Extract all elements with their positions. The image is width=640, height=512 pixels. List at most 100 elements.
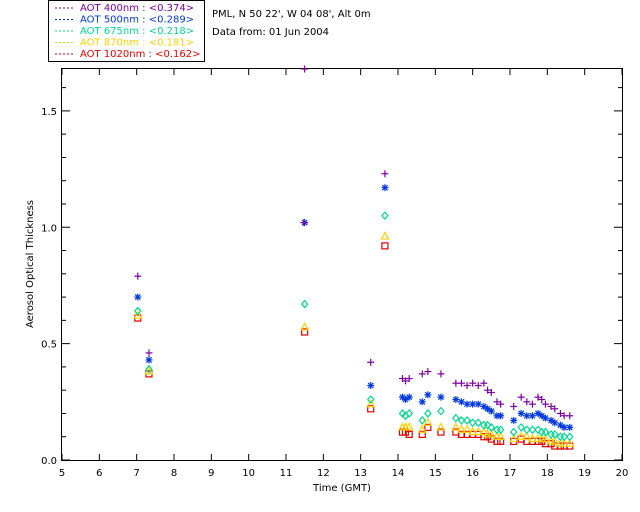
data-point	[300, 322, 310, 331]
series-3	[133, 231, 575, 447]
data-point	[381, 170, 389, 178]
data-point	[487, 422, 496, 432]
legend-label: AOT 500nm : <0.289>	[80, 15, 194, 26]
data-point	[418, 370, 426, 378]
data-point	[133, 310, 143, 319]
data-point	[473, 426, 483, 436]
data-point	[424, 409, 432, 418]
x-tick-label: 5	[59, 468, 65, 479]
data-point	[405, 430, 413, 438]
data-point	[541, 427, 550, 437]
data-point	[381, 242, 389, 250]
series-2	[133, 211, 574, 442]
data-point	[510, 402, 518, 410]
x-tick-label: 6	[96, 468, 102, 479]
x-axis: 5 6 7 8 9 10 11 12 13 14 15 16 17 18 19 20	[59, 69, 629, 479]
data-point	[301, 65, 309, 73]
data-point	[565, 438, 575, 447]
legend-label: AOT 870nm : <0.181>	[80, 38, 194, 49]
data-point	[418, 398, 426, 406]
data-point	[463, 382, 471, 390]
data-point	[527, 433, 537, 443]
series-4	[134, 242, 574, 450]
x-tick-label: 19	[578, 468, 591, 479]
legend: AOT 400nm : <0.374>AOT 500nm : <0.289>AO…	[48, 0, 205, 62]
legend-label: AOT 675nm : <0.218>	[80, 26, 194, 37]
y-tick-label: 0.5	[41, 340, 57, 351]
data-point	[566, 423, 574, 431]
legend-entry: AOT 500nm : <0.289>	[55, 15, 194, 26]
data-point	[457, 398, 465, 406]
plot-marks	[133, 65, 575, 450]
data-point	[528, 412, 536, 420]
data-point	[381, 211, 389, 221]
data-point	[437, 428, 445, 436]
x-tick-label: 13	[354, 468, 367, 479]
data-point	[418, 430, 426, 438]
y-tick-label: 0.0	[41, 456, 57, 467]
data-point	[456, 424, 466, 433]
data-point	[367, 405, 375, 413]
y-axis: 0.0 0.5 1.0 1.5	[41, 87, 622, 467]
data-point	[497, 412, 505, 420]
data-point	[145, 349, 153, 357]
x-tick-label: 11	[280, 468, 293, 479]
data-point	[560, 432, 568, 442]
data-point	[497, 437, 505, 445]
data-point	[523, 425, 531, 435]
data-point	[462, 424, 472, 433]
data-point	[509, 433, 519, 443]
data-point	[516, 431, 526, 440]
x-tick-label: 15	[429, 468, 442, 479]
x-tick-label: 14	[392, 468, 405, 479]
data-point	[133, 306, 142, 316]
data-point	[496, 425, 505, 435]
data-point	[486, 429, 496, 438]
data-point	[517, 409, 525, 417]
legend-entry: AOT 870nm : <0.181>	[55, 38, 194, 49]
data-point	[366, 398, 376, 408]
data-point	[541, 414, 549, 422]
legend-label: AOT 400nm : <0.374>	[80, 3, 194, 14]
data-point	[487, 389, 495, 397]
y-tick-label: 1.0	[41, 223, 57, 234]
data-point	[556, 409, 564, 417]
x-tick-label: 9	[208, 468, 214, 479]
data-point	[540, 433, 550, 443]
data-point	[469, 379, 477, 387]
x-tick-label: 16	[466, 468, 479, 479]
data-point	[509, 427, 518, 437]
data-point	[134, 293, 142, 301]
data-point	[367, 358, 375, 366]
data-point	[493, 437, 501, 445]
x-tick-label: 7	[133, 468, 139, 479]
series-1	[134, 184, 574, 431]
data-point	[424, 391, 432, 399]
data-point	[405, 409, 413, 418]
data-point	[566, 412, 574, 420]
data-point	[418, 416, 427, 425]
data-point	[523, 398, 531, 406]
data-point	[463, 416, 471, 425]
data-point	[437, 370, 445, 378]
data-point	[479, 426, 489, 436]
x-tick-label: 20	[616, 468, 629, 479]
data-point	[457, 416, 466, 425]
x-tick-label: 18	[541, 468, 554, 479]
data-point	[474, 400, 482, 408]
data-point	[405, 375, 413, 383]
data-point	[145, 364, 153, 374]
data-point	[496, 431, 506, 440]
data-point	[437, 393, 445, 401]
data-point	[565, 432, 574, 442]
data-point	[534, 393, 542, 401]
data-point	[551, 405, 559, 413]
data-point	[528, 425, 537, 435]
legend-entry: AOT 400nm : <0.374>	[55, 3, 194, 14]
data-point	[381, 184, 389, 192]
data-point	[417, 424, 427, 433]
series-0	[134, 65, 574, 420]
data-point	[423, 417, 433, 426]
data-point	[551, 429, 559, 439]
